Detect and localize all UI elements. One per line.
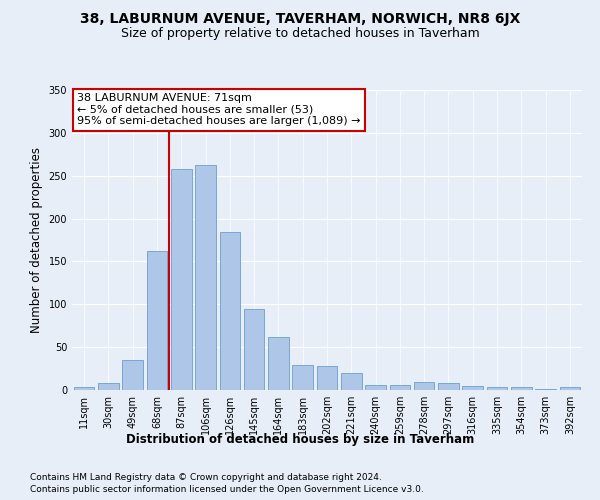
Bar [268, 337, 289, 390]
Bar [220, 232, 240, 390]
Bar [122, 360, 143, 390]
Bar [463, 386, 483, 390]
Bar [389, 385, 410, 390]
Bar [438, 383, 459, 390]
Text: Contains public sector information licensed under the Open Government Licence v3: Contains public sector information licen… [30, 485, 424, 494]
Text: 38 LABURNUM AVENUE: 71sqm
← 5% of detached houses are smaller (53)
95% of semi-d: 38 LABURNUM AVENUE: 71sqm ← 5% of detach… [77, 93, 361, 126]
Bar [98, 383, 119, 390]
Bar [244, 308, 265, 390]
Bar [414, 382, 434, 390]
Bar [317, 366, 337, 390]
Bar [74, 388, 94, 390]
Text: Size of property relative to detached houses in Taverham: Size of property relative to detached ho… [121, 28, 479, 40]
Text: Contains HM Land Registry data © Crown copyright and database right 2024.: Contains HM Land Registry data © Crown c… [30, 472, 382, 482]
Text: Distribution of detached houses by size in Taverham: Distribution of detached houses by size … [126, 432, 474, 446]
Y-axis label: Number of detached properties: Number of detached properties [30, 147, 43, 333]
Bar [560, 386, 580, 390]
Bar [171, 169, 191, 390]
Bar [195, 166, 216, 390]
Bar [365, 385, 386, 390]
Bar [341, 373, 362, 390]
Bar [146, 251, 167, 390]
Text: 38, LABURNUM AVENUE, TAVERHAM, NORWICH, NR8 6JX: 38, LABURNUM AVENUE, TAVERHAM, NORWICH, … [80, 12, 520, 26]
Bar [487, 386, 508, 390]
Bar [511, 388, 532, 390]
Bar [292, 365, 313, 390]
Bar [535, 389, 556, 390]
